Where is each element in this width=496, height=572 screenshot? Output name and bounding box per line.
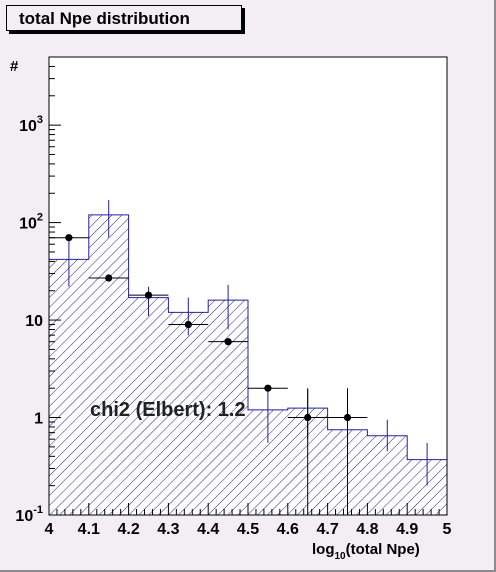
chi2-annotation: chi2 (Elbert): 1.2 [90, 399, 246, 421]
y-tick-label: 10-1 [15, 504, 43, 525]
x-tick-label: 4.4 [197, 521, 219, 538]
x-tick-label: 5 [443, 521, 452, 538]
x-tick-label: 4.9 [396, 521, 418, 538]
data-point [65, 234, 73, 242]
data-point [343, 413, 352, 422]
data-point-layer [49, 234, 368, 515]
data-point [144, 291, 153, 299]
x-tick-label: 4 [45, 521, 54, 538]
data-point [304, 413, 312, 422]
y-tick-label: 102 [19, 212, 43, 233]
x-tick-label: 4.7 [316, 521, 338, 538]
y-tick-label: 10 [25, 313, 43, 330]
x-tick-label: 4.2 [117, 521, 139, 538]
x-tick-label: 4.3 [157, 521, 179, 538]
x-tick-label: 4.6 [277, 521, 299, 538]
chart-title: total Npe distribution [6, 5, 242, 31]
y-tick-label: 103 [19, 114, 43, 135]
data-point [184, 320, 192, 329]
y-tick-label: 1 [34, 411, 43, 428]
x-tick-label: 4.8 [356, 521, 378, 538]
data-point [264, 384, 272, 392]
data-point [224, 338, 232, 346]
x-tick-label: 4.1 [78, 521, 100, 538]
data-point [105, 274, 113, 282]
x-axis-label: log10(total Npe) [312, 541, 420, 562]
y-axis-label: # [10, 58, 19, 75]
axis-layer: 4 4.1 4.2 4.3 4.4 4.5 4.6 4.7 4.8 4.9 5 10-1 1 10 102 1… [15, 65, 452, 538]
x-tick-label: 4.5 [237, 521, 259, 538]
